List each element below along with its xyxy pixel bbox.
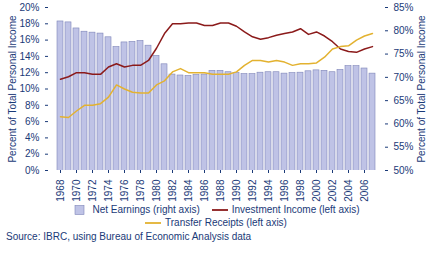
svg-text:70%: 70% (394, 72, 414, 83)
svg-text:2002: 2002 (327, 179, 338, 202)
svg-text:16%: 16% (19, 34, 39, 45)
svg-text:2%: 2% (25, 148, 40, 159)
svg-text:Percent of Total Personal Inco: Percent of Total Personal Income (7, 15, 18, 163)
svg-text:1972: 1972 (87, 179, 98, 202)
svg-text:4%: 4% (25, 132, 40, 143)
svg-text:75%: 75% (394, 48, 414, 59)
html-text:Investment Income (left axis): Investment Income (left axis) (231, 204, 360, 215)
svg-text:1978: 1978 (135, 179, 146, 202)
svg-text:18%: 18% (19, 18, 39, 29)
svg-text:1982: 1982 (167, 179, 178, 202)
svg-text:2006: 2006 (359, 179, 370, 202)
svg-text:65%: 65% (394, 95, 414, 106)
svg-text:2000: 2000 (311, 179, 322, 202)
svg-text:6%: 6% (25, 116, 40, 127)
svg-text:1998: 1998 (295, 179, 306, 202)
svg-text:85%: 85% (394, 2, 414, 13)
svg-text:1970: 1970 (71, 179, 82, 202)
svg-text:1980: 1980 (151, 179, 162, 202)
svg-text:1996: 1996 (279, 179, 290, 202)
svg-text:1974: 1974 (103, 179, 114, 202)
svg-text:8%: 8% (25, 100, 40, 111)
svg-text:1986: 1986 (199, 179, 210, 202)
svg-text:55%: 55% (394, 141, 414, 152)
svg-text:1990: 1990 (231, 179, 242, 202)
html-text:Source: IBRC, using Bureau of: Source: IBRC, using Bureau of Economic A… (6, 231, 252, 242)
svg-text:1988: 1988 (215, 179, 226, 202)
svg-text:20%: 20% (19, 2, 39, 13)
svg-text:14%: 14% (19, 51, 39, 62)
svg-text:1976: 1976 (119, 179, 130, 202)
svg-text:1994: 1994 (263, 179, 274, 202)
svg-text:1968: 1968 (55, 179, 66, 202)
svg-text:0%: 0% (25, 165, 40, 176)
svg-text:Percent of Total Personal Inco: Percent of Total Personal Income (416, 15, 427, 163)
svg-text:50%: 50% (394, 165, 414, 176)
svg-text:80%: 80% (394, 25, 414, 36)
html-text:Net Earnings (right axis): Net Earnings (right axis) (92, 204, 200, 215)
html-text:Transfer Receipts (left axis): Transfer Receipts (left axis) (165, 217, 287, 228)
svg-text:1984: 1984 (183, 179, 194, 202)
svg-text:10%: 10% (19, 83, 39, 94)
svg-text:12%: 12% (19, 67, 39, 78)
svg-text:1992: 1992 (247, 179, 258, 202)
svg-text:2004: 2004 (343, 179, 354, 202)
svg-text:60%: 60% (394, 118, 414, 129)
